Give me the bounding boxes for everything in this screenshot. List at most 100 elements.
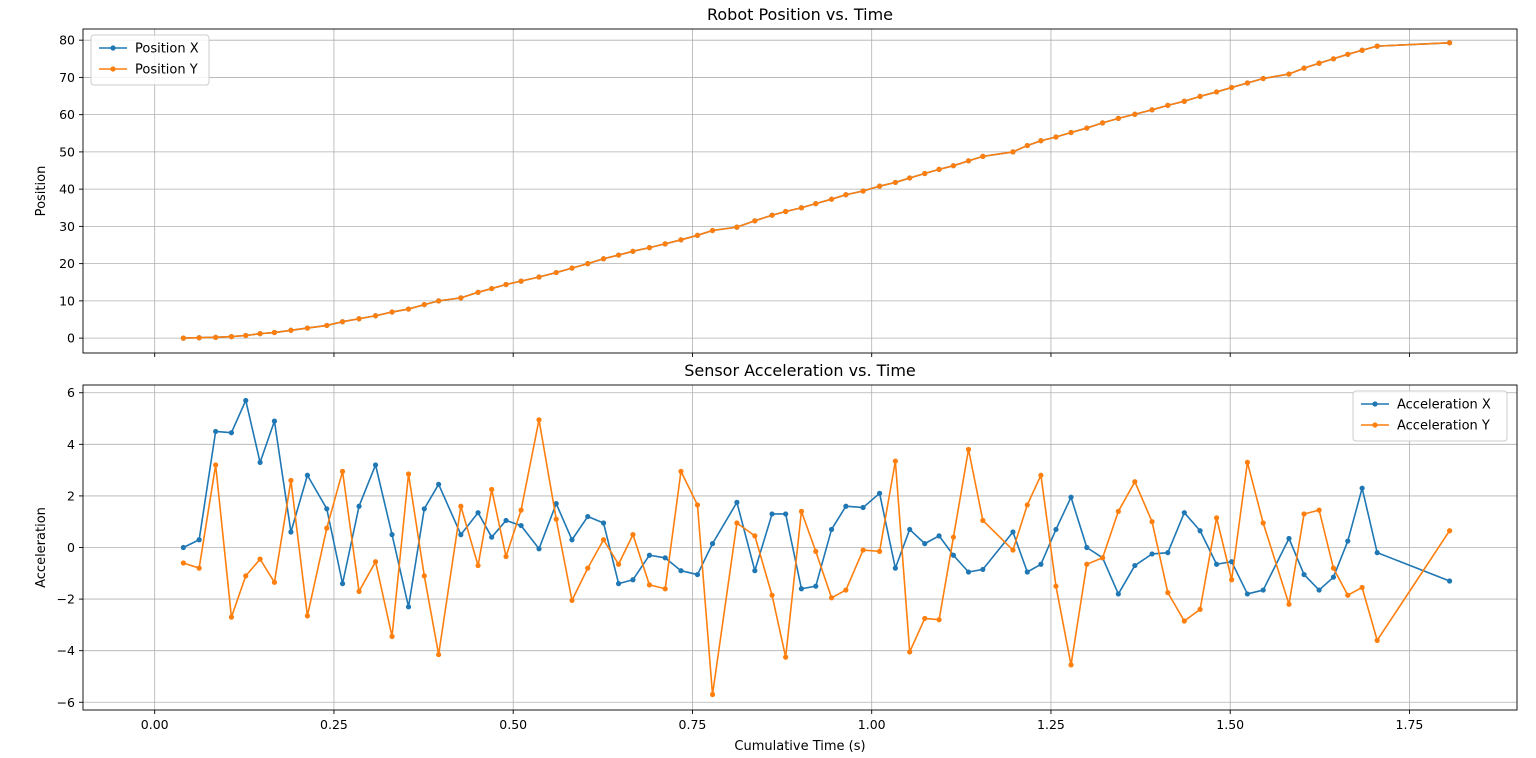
data-point-acceleration-y — [1374, 637, 1380, 643]
legend-label-position-y: Position Y — [135, 63, 198, 78]
data-point-acceleration-y — [950, 534, 957, 540]
data-point-acceleration-y — [1197, 606, 1203, 613]
data-point-position-y — [1068, 129, 1074, 136]
data-point-position-y — [196, 335, 202, 341]
data-point-position-y — [536, 274, 542, 280]
data-point-acceleration-y — [536, 417, 542, 423]
data-point-acceleration-y — [569, 597, 575, 603]
data-point-position-y — [752, 218, 758, 224]
y-axis-label: Acceleration — [34, 507, 49, 588]
data-point-position-y — [1010, 149, 1016, 155]
data-point-acceleration-y — [458, 503, 464, 509]
data-point-acceleration-x — [1181, 510, 1187, 516]
data-point-position-y — [922, 170, 928, 177]
data-point-acceleration-y — [752, 533, 758, 539]
data-point-acceleration-y — [922, 615, 928, 622]
data-point-acceleration-y — [1149, 519, 1155, 525]
data-point-position-y — [1286, 71, 1292, 77]
data-point-acceleration-y — [257, 556, 263, 562]
x-tick-label: 0.25 — [320, 717, 348, 732]
data-point-acceleration-y — [1181, 618, 1187, 624]
data-point-acceleration-x — [813, 583, 819, 589]
data-point-acceleration-y — [1301, 511, 1307, 517]
data-point-acceleration-x — [907, 526, 913, 533]
position-panel: 0 10 20 30 40 50 60 70 80 Robot Position vs. Time… — [34, 5, 1518, 357]
data-point-acceleration-x — [798, 586, 805, 592]
data-point-acceleration-x — [1286, 535, 1292, 542]
y-tick-label: 40 — [59, 182, 75, 197]
data-point-acceleration-x — [936, 533, 942, 539]
data-point-acceleration-x — [1053, 526, 1059, 533]
data-point-acceleration-y — [421, 573, 427, 579]
legend-marker-position-y — [110, 66, 116, 72]
x-axis-label: Cumulative Time (s) — [734, 739, 865, 754]
legend-label-position-x: Position X — [135, 42, 199, 57]
data-point-acceleration-y — [1316, 507, 1322, 513]
data-point-position-y — [798, 205, 805, 211]
data-point-position-y — [860, 188, 866, 194]
data-point-position-y — [646, 245, 653, 251]
data-point-position-y — [843, 192, 849, 198]
data-point-position-y — [1374, 43, 1380, 49]
data-point-acceleration-x — [1229, 559, 1235, 565]
y-tick-label: −2 — [57, 592, 75, 607]
legend-label-acceleration-x: Acceleration X — [1397, 398, 1491, 413]
data-point-acceleration-y — [1359, 584, 1365, 591]
data-point-acceleration-y — [694, 502, 701, 508]
data-point-acceleration-y — [783, 654, 789, 660]
data-point-acceleration-y — [1165, 590, 1171, 596]
data-point-acceleration-y — [389, 633, 395, 640]
legend: Position X Position Y — [90, 34, 210, 86]
data-point-acceleration-x — [536, 546, 542, 552]
data-point-acceleration-y — [876, 548, 883, 554]
data-point-acceleration-x — [876, 490, 883, 496]
data-point-acceleration-x — [662, 555, 668, 561]
data-point-position-y — [503, 281, 509, 288]
data-point-position-y — [1115, 115, 1121, 121]
data-point-acceleration-x — [1165, 550, 1171, 556]
data-point-acceleration-x — [980, 566, 986, 573]
data-point-acceleration-x — [678, 568, 684, 574]
data-point-acceleration-y — [1213, 515, 1220, 521]
data-point-acceleration-y — [1099, 555, 1106, 561]
data-point-position-y — [616, 252, 622, 258]
data-point-acceleration-y — [196, 565, 202, 571]
data-point-acceleration-x — [503, 517, 509, 524]
data-point-position-y — [769, 212, 775, 218]
data-point-position-y — [1132, 111, 1138, 117]
data-point-acceleration-x — [1197, 528, 1203, 534]
data-point-acceleration-x — [1244, 591, 1251, 597]
data-point-position-y — [1038, 138, 1044, 144]
data-point-acceleration-x — [257, 459, 263, 465]
data-point-acceleration-x — [458, 532, 464, 538]
data-point-position-y — [339, 319, 346, 325]
data-point-acceleration-y — [1229, 577, 1235, 583]
data-point-position-y — [1165, 102, 1171, 108]
data-point-position-y — [585, 261, 591, 267]
data-point-acceleration-x — [828, 526, 835, 533]
data-point-acceleration-x — [630, 577, 636, 583]
data-point-acceleration-y — [734, 520, 740, 526]
legend-marker-acceleration-x — [1372, 401, 1378, 407]
data-point-acceleration-x — [585, 513, 591, 520]
data-point-acceleration-y — [1244, 459, 1251, 465]
data-point-acceleration-x — [356, 503, 362, 509]
data-point-acceleration-y — [271, 579, 278, 585]
data-point-position-y — [662, 241, 668, 247]
data-point-position-y — [324, 322, 330, 329]
data-point-acceleration-x — [1213, 561, 1220, 567]
data-point-acceleration-x — [228, 430, 235, 436]
data-point-position-y — [405, 306, 412, 312]
data-point-acceleration-y — [813, 548, 819, 554]
data-point-position-y — [436, 298, 442, 304]
data-point-acceleration-y — [1068, 662, 1074, 668]
data-point-acceleration-x — [553, 501, 559, 507]
data-point-acceleration-y — [798, 508, 805, 514]
data-point-acceleration-y — [965, 446, 972, 453]
data-point-acceleration-x — [1010, 529, 1016, 535]
data-point-position-y — [936, 166, 942, 172]
series-line-position-y — [183, 41, 1450, 339]
data-point-acceleration-x — [600, 520, 607, 526]
data-point-acceleration-y — [324, 525, 330, 531]
data-point-acceleration-y — [585, 565, 591, 571]
